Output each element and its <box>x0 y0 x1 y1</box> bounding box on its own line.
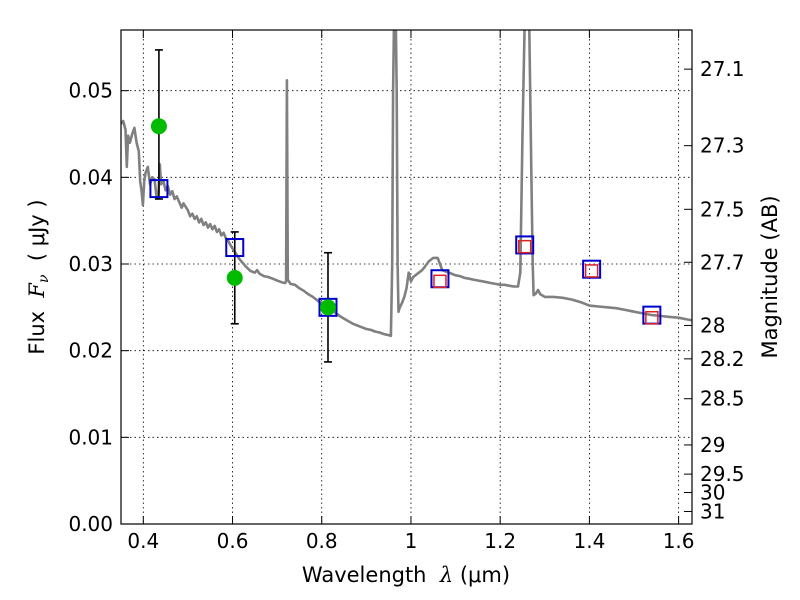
data-layer <box>121 30 692 363</box>
model-square-marker <box>582 259 602 279</box>
model-square-marker <box>318 297 338 317</box>
plot-frame <box>120 29 693 525</box>
y-tick-label: 0.04 <box>68 165 113 189</box>
y-axis-label: Flux Fν ( μJy ) <box>25 199 52 354</box>
mag-tick-label: 27.3 <box>700 134 745 158</box>
mag-tick-label: 29 <box>700 433 725 457</box>
model-square-marker <box>225 238 245 258</box>
mag-tick-label: 27.5 <box>700 197 745 221</box>
x-tick-label: 1.2 <box>484 529 516 553</box>
sed-line <box>121 30 692 338</box>
x-axis-label: Wavelength λ (μm) <box>302 563 510 587</box>
x-tick-label: 0.6 <box>217 529 249 553</box>
observed-square-marker <box>517 239 532 254</box>
grid <box>121 30 692 525</box>
x-tick-label: 0.4 <box>127 529 159 553</box>
y-tick-label: 0.05 <box>68 79 113 103</box>
observed-square-marker <box>433 274 447 289</box>
mag-tick-label: 27.1 <box>700 57 745 81</box>
model-square-marker <box>149 179 169 199</box>
y-tick-label: 0.02 <box>68 339 113 363</box>
x-tick-label: 0.8 <box>306 529 338 553</box>
observed-circle-marker <box>226 269 243 286</box>
mag-tick-label: 28.5 <box>700 387 745 411</box>
x-tick-label: 1 <box>405 529 418 553</box>
x-tick-label: 1.4 <box>573 529 605 553</box>
model-square-marker <box>515 235 535 255</box>
mag-tick-label: 27.7 <box>700 250 745 274</box>
y-tick-label: 0.03 <box>68 252 113 276</box>
observed-square-marker <box>584 264 599 278</box>
ticks: 0.4 0.6 0.8 1 1.2 1.4 1.6 0.00 0.01 0.02 0.03 0.04 0… <box>68 30 745 553</box>
mag-tick-label: 31 <box>700 499 725 523</box>
mag-tick-label: 30 <box>700 481 725 505</box>
y-tick-label: 0.01 <box>68 425 113 449</box>
y2-axis-label: Magnitude (AB) <box>758 195 782 358</box>
mag-tick-label: 29.5 <box>700 462 745 486</box>
mag-tick-label: 28 <box>700 313 725 337</box>
x-tick-label: 1.6 <box>663 529 695 553</box>
observed-circle-marker <box>150 118 167 135</box>
observed-circle-marker <box>319 299 336 316</box>
y-tick-label: 0.00 <box>68 512 113 536</box>
observed-square-marker <box>645 310 659 325</box>
mag-tick-label: 28.2 <box>700 347 745 371</box>
